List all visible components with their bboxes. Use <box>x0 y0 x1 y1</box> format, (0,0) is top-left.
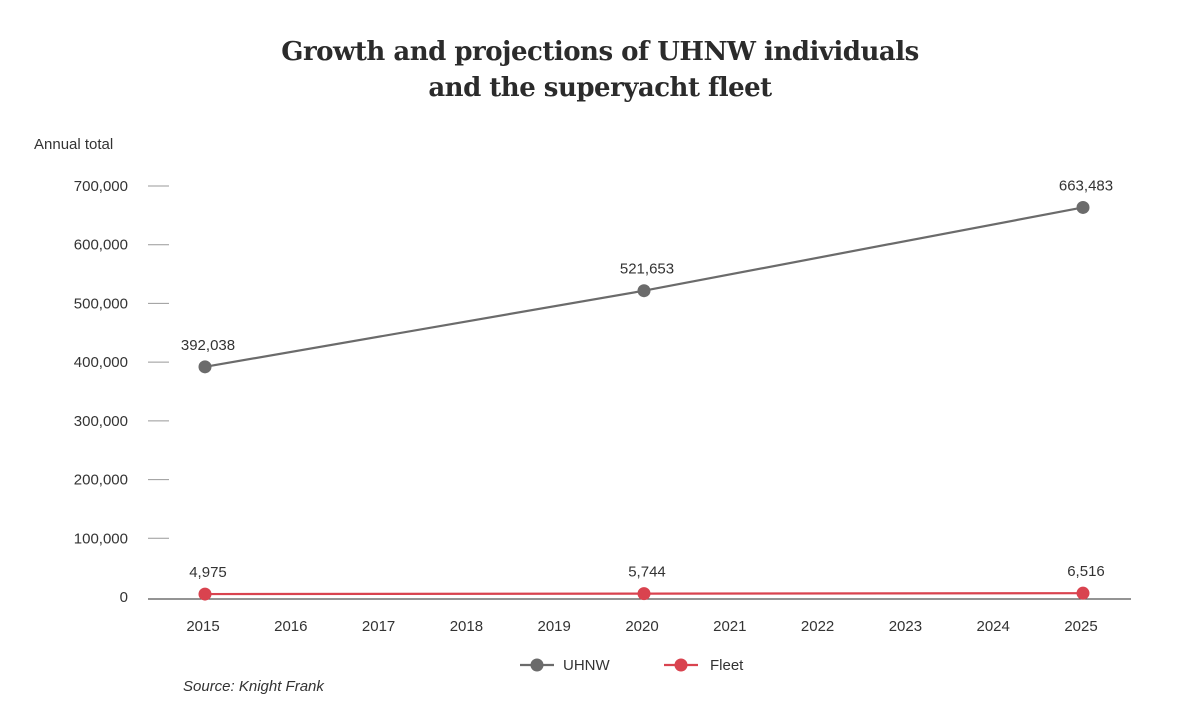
uhnw-point <box>637 284 651 298</box>
x-tick-label: 2015 <box>186 618 219 635</box>
fleet-point <box>637 587 651 601</box>
x-tick-label: 2018 <box>450 618 483 635</box>
x-axis: 2015 2016 2017 2018 2019 2020 2021 2022 2023 2024… <box>148 598 1131 635</box>
x-tick-label: 2023 <box>889 618 922 635</box>
chart-title: Growth and projections of UHNW individua… <box>0 34 1200 106</box>
y-tick-label: 200,000 <box>74 472 128 489</box>
y-tick-label: 300,000 <box>74 413 128 430</box>
y-tick-label: 0 <box>120 589 128 606</box>
y-tick-label: 400,000 <box>74 354 128 371</box>
fleet-data-label: 6,516 <box>1067 563 1105 580</box>
fleet-point <box>198 587 212 601</box>
uhnw-data-label: 392,038 <box>181 337 235 354</box>
x-tick-label: 2022 <box>801 618 834 635</box>
uhnw-data-label: 521,653 <box>620 261 674 278</box>
x-tick-label: 2024 <box>977 618 1010 635</box>
fleet-legend-label: Fleet <box>710 657 744 674</box>
chart-title-line-1: Growth and projections of UHNW individua… <box>281 37 919 67</box>
series-group: 392,038 521,653 663,483 4,975 5,744 6,516 <box>181 177 1113 601</box>
uhnw-point <box>1076 200 1090 214</box>
fleet-data-label: 4,975 <box>189 564 227 581</box>
fleet-point <box>1076 586 1090 600</box>
uhnw-point <box>198 360 212 374</box>
uhnw-legend-label: UHNW <box>563 657 610 674</box>
y-tick-label: 700,000 <box>74 178 128 195</box>
legend: UHNW Fleet <box>520 657 744 674</box>
x-tick-label: 2019 <box>538 618 571 635</box>
y-tick-label: 100,000 <box>74 530 128 547</box>
x-tick-label: 2025 <box>1064 618 1097 635</box>
y-axis: 0 100,000 200,000 300,000 400,000 500,000 600,… <box>74 178 169 606</box>
fleet-legend-marker <box>674 658 688 672</box>
x-tick-label: 2021 <box>713 618 746 635</box>
uhnw-data-label: 663,483 <box>1059 177 1113 194</box>
y-tick-label: 500,000 <box>74 295 128 312</box>
y-axis-label: Annual total <box>34 136 113 153</box>
chart-title-line-2: and the superyacht fleet <box>428 73 772 103</box>
uhnw-legend-marker <box>530 658 544 672</box>
x-tick-label: 2020 <box>625 618 658 635</box>
y-tick-label: 600,000 <box>74 237 128 254</box>
x-tick-label: 2017 <box>362 618 395 635</box>
source-note: Source: Knight Frank <box>183 678 324 695</box>
fleet-data-label: 5,744 <box>628 564 666 581</box>
x-tick-label: 2016 <box>274 618 307 635</box>
